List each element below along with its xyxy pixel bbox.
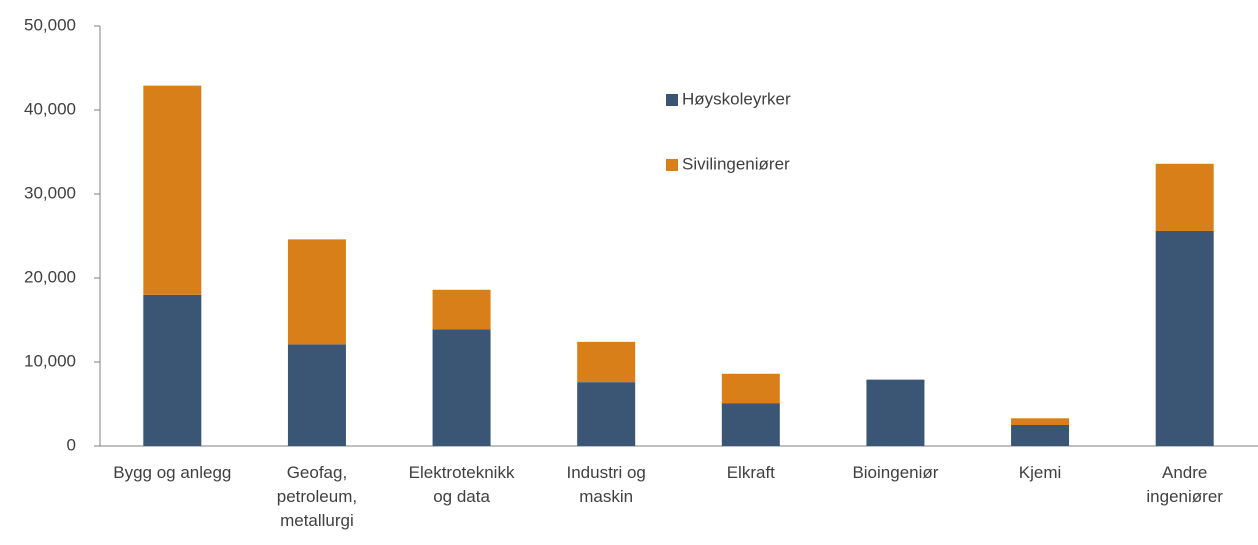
bar-segment [432,329,491,446]
bar-segment [1011,425,1070,446]
bar-segment [1155,230,1214,446]
bar-segment [1011,418,1070,425]
bar-segment [432,289,491,330]
x-tick-label: Bygg og anlegg [113,463,231,482]
y-tick-label: 10,000 [24,351,76,370]
bar-segment [721,403,780,446]
y-tick-label: 40,000 [24,99,76,118]
y-tick-label: 50,000 [24,15,76,34]
bar-segment [1155,163,1214,231]
y-tick-label: 0 [67,435,76,454]
x-tick-label: Elektroteknikk og data [409,463,515,506]
y-tick-label: 30,000 [24,183,76,202]
bar-segment [721,373,780,404]
bar-segment [143,85,202,295]
bar-segment [287,344,346,446]
legend-swatch [666,159,678,171]
x-tick-label: Andre ingeniører [1146,463,1223,506]
x-tick-label: Elkraft [727,463,775,482]
legend-label: Sivilingeniører [682,154,790,173]
x-tick-label: Kjemi [1019,463,1062,482]
x-tick-label: Geofag, petroleum, metallurgi [277,463,357,530]
bar-segment [287,239,346,345]
bar-segment [866,379,925,446]
bar-segment [143,294,202,446]
legend-label: Høyskoleyrker [682,89,791,108]
x-tick-label: Bioingeniør [852,463,938,482]
y-tick-label: 20,000 [24,267,76,286]
x-tick-label: Industri og maskin [566,463,645,506]
bar-segment [577,382,636,446]
legend-swatch [666,94,678,106]
bar-segment [577,341,636,383]
